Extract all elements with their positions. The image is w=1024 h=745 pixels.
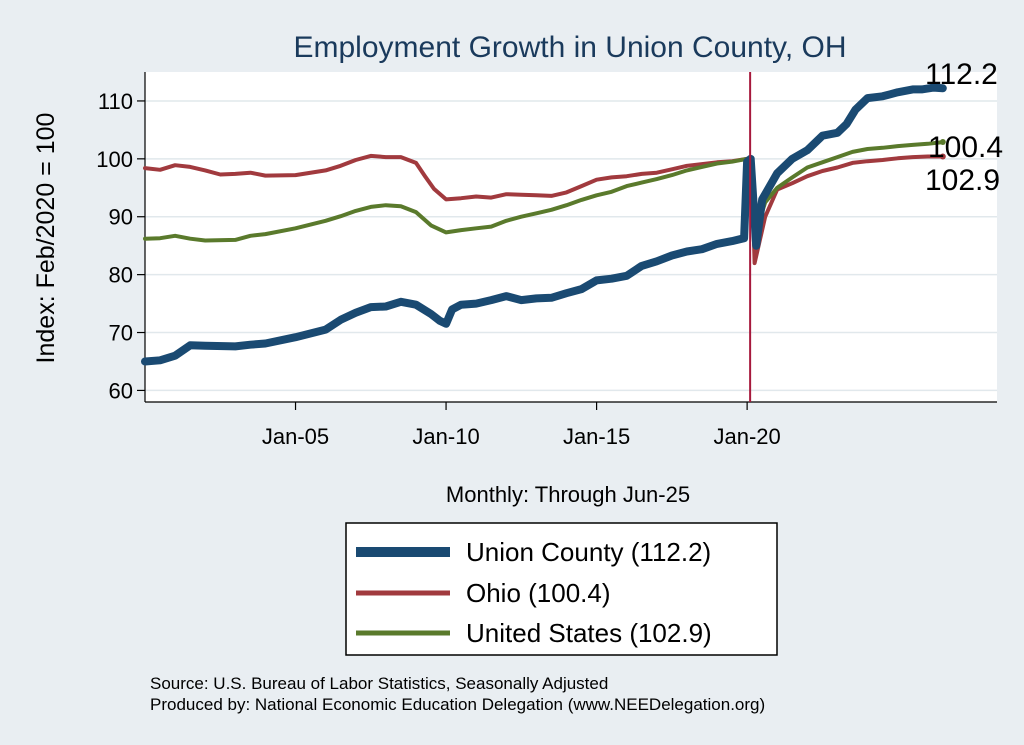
end-label-united-states: 102.9 bbox=[925, 164, 1000, 197]
x-tick-label: Jan-20 bbox=[713, 424, 780, 449]
series-line-union-county bbox=[141, 83, 947, 366]
plot-area bbox=[145, 72, 997, 402]
source-line: Source: U.S. Bureau of Labor Statistics,… bbox=[150, 674, 608, 693]
y-tick-label: 60 bbox=[109, 378, 133, 403]
produced-by-line: Produced by: National Economic Education… bbox=[150, 695, 765, 714]
gridlines bbox=[145, 100, 997, 392]
legend-label-united-states: United States (102.9) bbox=[466, 618, 712, 648]
end-label-union-county: 112.2 bbox=[925, 58, 998, 91]
x-tick-label: Jan-15 bbox=[563, 424, 630, 449]
legend-label-union-county: Union County (112.2) bbox=[466, 537, 711, 567]
y-tick-label: 100 bbox=[96, 147, 133, 172]
end-point-marker bbox=[939, 139, 946, 146]
x-tick-label: Jan-05 bbox=[262, 424, 329, 449]
y-tick-label: 80 bbox=[109, 263, 133, 288]
chart-title: Employment Growth in Union County, OH bbox=[294, 31, 847, 64]
x-axis-label: Monthly: Through Jun-25 bbox=[446, 482, 690, 507]
legend: Union County (112.2) Ohio (100.4) United… bbox=[345, 522, 778, 656]
axes: 60 70 80 90 100 110 Jan-05 Jan-10 Jan-15 Jan-20 bbox=[96, 72, 997, 449]
series-line-united-states bbox=[143, 140, 945, 243]
y-axis-label: Index: Feb/2020 = 100 bbox=[32, 113, 60, 364]
y-tick-label: 90 bbox=[109, 205, 133, 230]
y-tick-label: 70 bbox=[109, 321, 133, 346]
legend-label-ohio: Ohio (100.4) bbox=[466, 578, 611, 608]
series-layer bbox=[141, 83, 947, 366]
y-tick-label: 110 bbox=[98, 89, 133, 114]
end-point-marker bbox=[939, 153, 946, 160]
series-line-ohio bbox=[143, 153, 945, 266]
end-label-ohio: 100.4 bbox=[928, 131, 1003, 164]
end-point-marker bbox=[939, 85, 946, 92]
x-tick-label: Jan-10 bbox=[412, 424, 479, 449]
